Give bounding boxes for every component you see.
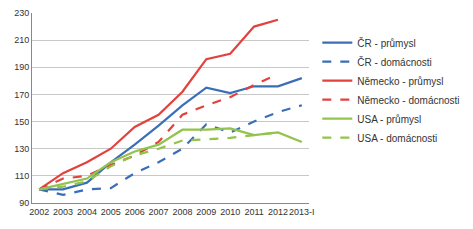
svg-text:2002: 2002 — [29, 207, 49, 217]
svg-text:2013-I: 2013-I — [289, 207, 315, 217]
svg-text:2009: 2009 — [196, 207, 216, 217]
svg-text:Německo - průmysl: Německo - průmysl — [357, 76, 443, 87]
svg-text:USA - průmysl: USA - průmysl — [357, 114, 421, 125]
svg-text:190: 190 — [14, 62, 29, 72]
svg-text:2008: 2008 — [172, 207, 192, 217]
svg-text:2007: 2007 — [149, 207, 169, 217]
svg-text:90: 90 — [19, 198, 29, 208]
svg-text:2004: 2004 — [77, 207, 97, 217]
svg-text:ČR - domácnosti: ČR - domácnosti — [357, 56, 431, 68]
svg-text:2011: 2011 — [244, 207, 263, 217]
svg-text:ČR - průmysl: ČR - průmysl — [357, 37, 415, 49]
svg-text:2003: 2003 — [53, 207, 73, 217]
svg-text:2006: 2006 — [125, 207, 145, 217]
svg-text:Německo - domácnosti: Německo - domácnosti — [357, 95, 459, 106]
svg-text:230: 230 — [14, 8, 29, 18]
svg-text:210: 210 — [14, 35, 29, 45]
svg-text:2005: 2005 — [101, 207, 121, 217]
svg-text:150: 150 — [14, 117, 29, 127]
svg-text:130: 130 — [14, 144, 29, 154]
svg-text:USA - domácnosti: USA - domácnosti — [357, 133, 437, 144]
svg-text:2010: 2010 — [220, 207, 240, 217]
svg-text:2012: 2012 — [268, 207, 288, 217]
svg-text:170: 170 — [14, 90, 29, 100]
svg-text:110: 110 — [15, 171, 29, 181]
